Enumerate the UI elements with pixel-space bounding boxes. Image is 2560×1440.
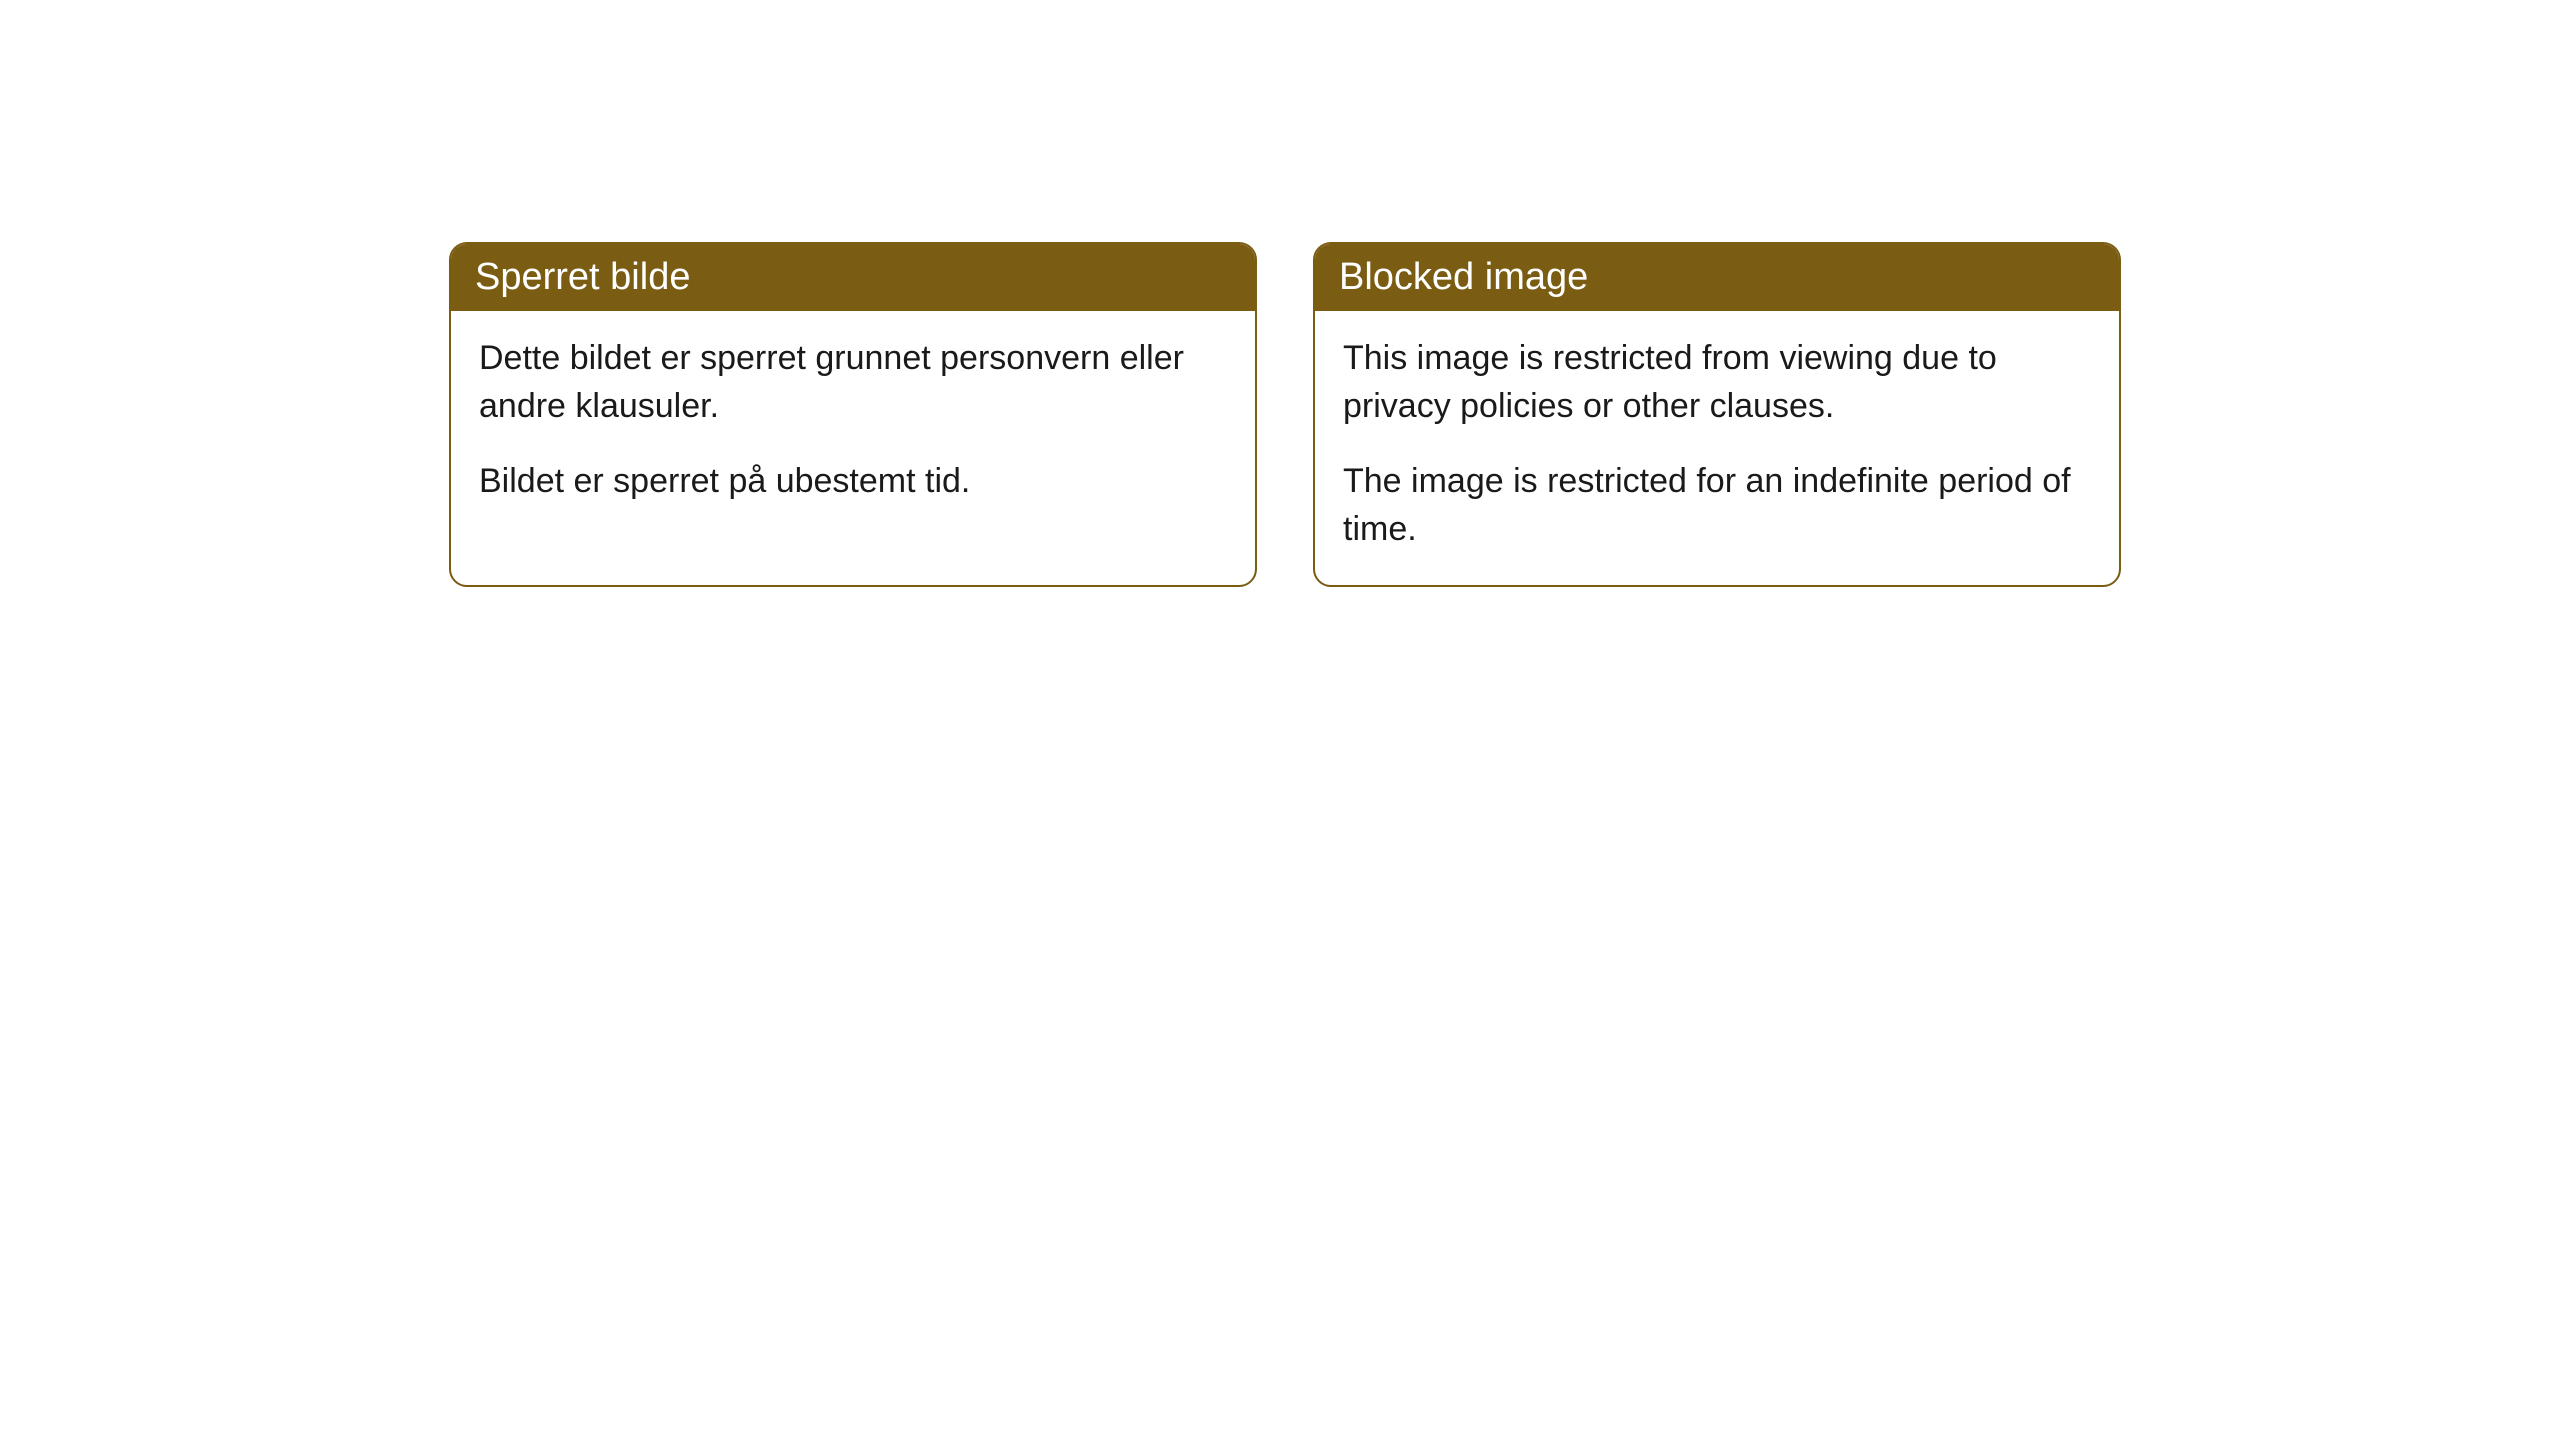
card-body-norwegian: Dette bildet er sperret grunnet personve… bbox=[451, 311, 1255, 538]
card-paragraph-1-norwegian: Dette bildet er sperret grunnet personve… bbox=[479, 335, 1227, 430]
card-paragraph-2-english: The image is restricted for an indefinit… bbox=[1343, 458, 2091, 553]
card-paragraph-1-english: This image is restricted from viewing du… bbox=[1343, 335, 2091, 430]
notice-card-norwegian: Sperret bilde Dette bildet er sperret gr… bbox=[449, 242, 1257, 587]
card-title-norwegian: Sperret bilde bbox=[475, 256, 690, 298]
card-header-english: Blocked image bbox=[1315, 244, 2119, 311]
card-body-english: This image is restricted from viewing du… bbox=[1315, 311, 2119, 585]
card-title-english: Blocked image bbox=[1339, 256, 1588, 298]
notice-cards-container: Sperret bilde Dette bildet er sperret gr… bbox=[449, 242, 2121, 587]
notice-card-english: Blocked image This image is restricted f… bbox=[1313, 242, 2121, 587]
card-paragraph-2-norwegian: Bildet er sperret på ubestemt tid. bbox=[479, 458, 1227, 506]
card-header-norwegian: Sperret bilde bbox=[451, 244, 1255, 311]
